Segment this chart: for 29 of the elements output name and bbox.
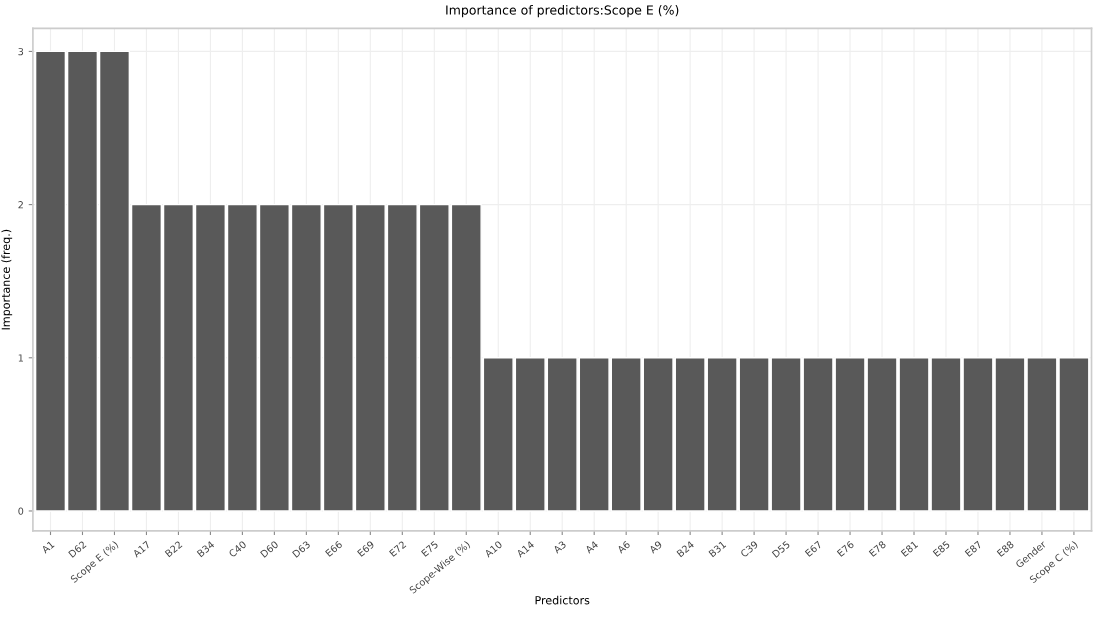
- x-tick-label: A3: [552, 540, 567, 554]
- x-tick-label: E76: [836, 540, 855, 557]
- x-tick-label: E87: [964, 540, 983, 557]
- x-tick-label: B22: [164, 540, 183, 558]
- x-tick-label: E81: [900, 540, 919, 557]
- y-axis-title: Importance (freq.): [1, 229, 13, 330]
- x-tick-label: A1: [40, 540, 55, 554]
- x-tick-label: E78: [868, 540, 887, 557]
- y-tick-label: 3: [18, 47, 24, 56]
- x-tick-label: E85: [932, 540, 951, 557]
- x-tick-label: B34: [196, 540, 215, 558]
- x-tick-label: E69: [356, 540, 375, 557]
- x-tick-label: E67: [804, 540, 823, 557]
- x-tick-label: B24: [676, 540, 695, 558]
- x-tick-label: A6: [616, 540, 631, 554]
- y-tick-label: 0: [18, 507, 24, 515]
- x-tick-label: B31: [708, 540, 727, 558]
- x-tick-label: A4: [584, 540, 599, 554]
- x-tick-label: A9: [648, 540, 663, 554]
- y-tick-label: 2: [18, 201, 23, 209]
- chart-title: Importance of predictors:Scope E (%): [446, 5, 679, 18]
- x-tick-label: C40: [228, 540, 247, 558]
- x-tick-label: E88: [996, 540, 1015, 557]
- x-tick-label: E75: [421, 540, 439, 557]
- x-axis-title: Predictors: [535, 595, 590, 605]
- x-tick-label: C39: [739, 540, 759, 558]
- x-tick-label: E72: [388, 540, 407, 557]
- x-tick-label: E66: [325, 540, 343, 557]
- y-tick-label: 1: [18, 354, 23, 362]
